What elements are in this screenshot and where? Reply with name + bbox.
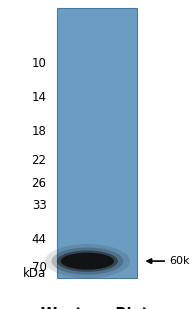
Text: 60kDa: 60kDa <box>169 256 190 266</box>
Text: 18: 18 <box>32 125 47 138</box>
Ellipse shape <box>57 251 118 272</box>
Bar <box>57 8 137 278</box>
Ellipse shape <box>51 248 123 275</box>
Text: 44: 44 <box>32 233 47 246</box>
Text: 10: 10 <box>32 57 47 70</box>
Text: 26: 26 <box>32 177 47 190</box>
Text: kDa: kDa <box>23 267 47 280</box>
Text: 70: 70 <box>32 261 47 274</box>
Ellipse shape <box>61 253 114 269</box>
Text: 33: 33 <box>32 199 47 212</box>
Text: 22: 22 <box>32 154 47 167</box>
Ellipse shape <box>45 244 130 278</box>
Text: 14: 14 <box>32 91 47 104</box>
Text: Western Blot: Western Blot <box>41 307 149 309</box>
